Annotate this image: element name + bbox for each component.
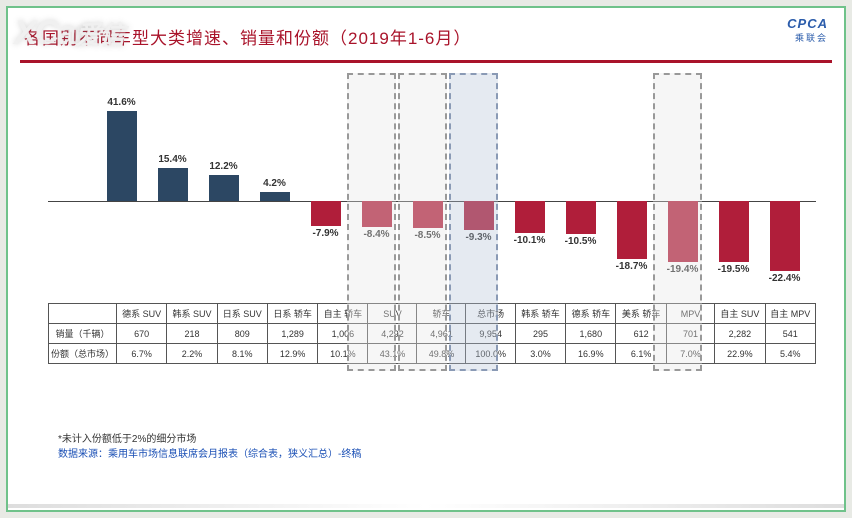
table-corner-cell [49, 304, 117, 324]
data-table: 德系 SUV韩系 SUV日系 SUV日系 轿车自主 轿车SUV轿车总市场韩系 轿… [48, 303, 816, 364]
chart-bar [617, 201, 647, 259]
table-cell: 43.1% [368, 344, 417, 364]
table-row-header: 份额（总市场） [49, 344, 117, 364]
table-row: 销量（千辆）6702188091,2891,0064,2924,9619,954… [49, 324, 816, 344]
table-col-header: 总市场 [466, 304, 515, 324]
table-cell: 8.1% [217, 344, 267, 364]
chart-bar-label: 15.4% [148, 154, 198, 165]
table-col-header: 日系 SUV [217, 304, 267, 324]
table-cell: 10.1% [318, 344, 368, 364]
page-ribbon [8, 504, 844, 508]
table-col-header: 自主 轿车 [318, 304, 368, 324]
footnotes: *未计入份额低于2%的细分市场 数据来源：乘用车市场信息联席会月报表（综合表，狭… [58, 430, 361, 460]
slide-frame: 各国别不同车型大类增速、销量和份额（2019年1-6月） CPCA 乘联会 41… [6, 6, 846, 512]
table-col-header: 自主 SUV [715, 304, 765, 324]
slide-header: 各国别不同车型大类增速、销量和份额（2019年1-6月） CPCA 乘联会 [8, 8, 844, 56]
chart-bar [311, 201, 341, 226]
chart-bar [770, 201, 800, 271]
table-col-header: 韩系 SUV [167, 304, 217, 324]
table-row-header: 销量（千辆） [49, 324, 117, 344]
slide-title: 各国别不同车型大类增速、销量和份额（2019年1-6月） [24, 24, 471, 49]
chart-bar [464, 201, 494, 230]
logo-sub-text: 乘联会 [787, 31, 828, 44]
table-col-header: 德系 轿车 [566, 304, 616, 324]
table-cell: 49.8% [417, 344, 466, 364]
footnote-source: 数据来源：乘用车市场信息联席会月报表（综合表，狭义汇总）-终稿 [58, 445, 361, 460]
table-header-row: 德系 SUV韩系 SUV日系 SUV日系 轿车自主 轿车SUV轿车总市场韩系 轿… [49, 304, 816, 324]
table-cell: 612 [616, 324, 666, 344]
chart-bar-label: 12.2% [199, 161, 249, 172]
chart-bar [209, 175, 239, 201]
chart-bar [158, 168, 188, 201]
chart-bar-label: -18.7% [607, 261, 657, 272]
chart-bar-label: -10.5% [556, 236, 606, 247]
table-cell: 295 [515, 324, 565, 344]
table-col-header: 轿车 [417, 304, 466, 324]
chart-bar-label: -10.1% [505, 235, 555, 246]
table-cell: 9,954 [466, 324, 515, 344]
chart-bar-label: -22.4% [760, 273, 810, 284]
chart-bar-label: 41.6% [97, 97, 147, 108]
chart-bar [668, 201, 698, 262]
logo-main-text: CPCA [787, 16, 828, 31]
chart-bar-label: -8.5% [403, 230, 453, 241]
table-cell: 3.0% [515, 344, 565, 364]
header-divider [20, 60, 832, 63]
table-cell: 2.2% [167, 344, 217, 364]
table-cell: 670 [117, 324, 167, 344]
table-cell: 809 [217, 324, 267, 344]
table-cell: 1,006 [318, 324, 368, 344]
table-cell: 2,282 [715, 324, 765, 344]
table-col-header: 日系 轿车 [267, 304, 317, 324]
table-col-header: 美系 轿车 [616, 304, 666, 324]
table-cell: 12.9% [267, 344, 317, 364]
data-table-wrap: 德系 SUV韩系 SUV日系 SUV日系 轿车自主 轿车SUV轿车总市场韩系 轿… [48, 303, 816, 364]
table-cell: 22.9% [715, 344, 765, 364]
chart-bar [515, 201, 545, 233]
chart-bar-label: -19.5% [709, 264, 759, 275]
chart-bar [566, 201, 596, 234]
chart-bar-label: -19.4% [658, 264, 708, 275]
chart-bar-label: 4.2% [250, 178, 300, 189]
table-col-header: SUV [368, 304, 417, 324]
chart-bar [413, 201, 443, 228]
table-cell: 5.4% [765, 344, 815, 364]
table-cell: 1,680 [566, 324, 616, 344]
chart-bar [260, 192, 290, 201]
table-col-header: 自主 MPV [765, 304, 815, 324]
cpca-logo: CPCA 乘联会 [787, 16, 828, 44]
chart-bar [362, 201, 392, 227]
table-cell: 16.9% [566, 344, 616, 364]
table-cell: 218 [167, 324, 217, 344]
chart-bar-label: -9.3% [454, 232, 504, 243]
table-cell: 100.0% [466, 344, 515, 364]
table-col-header: MPV [666, 304, 715, 324]
footnote-exclusion: *未计入份额低于2%的细分市场 [58, 430, 361, 445]
growth-bar-chart: 41.6%15.4%12.2%4.2%-7.9%-8.4%-8.5%-9.3%-… [48, 103, 816, 303]
chart-bar [107, 111, 137, 201]
chart-bar-label: -7.9% [301, 228, 351, 239]
table-col-header: 韩系 轿车 [515, 304, 565, 324]
table-cell: 1,289 [267, 324, 317, 344]
table-cell: 7.0% [666, 344, 715, 364]
chart-bar-label: -8.4% [352, 229, 402, 240]
table-cell: 4,961 [417, 324, 466, 344]
table-cell: 6.1% [616, 344, 666, 364]
table-col-header: 德系 SUV [117, 304, 167, 324]
table-cell: 701 [666, 324, 715, 344]
table-row: 份额（总市场）6.7%2.2%8.1%12.9%10.1%43.1%49.8%1… [49, 344, 816, 364]
table-cell: 6.7% [117, 344, 167, 364]
table-cell: 4,292 [368, 324, 417, 344]
table-cell: 541 [765, 324, 815, 344]
chart-bar [719, 201, 749, 262]
